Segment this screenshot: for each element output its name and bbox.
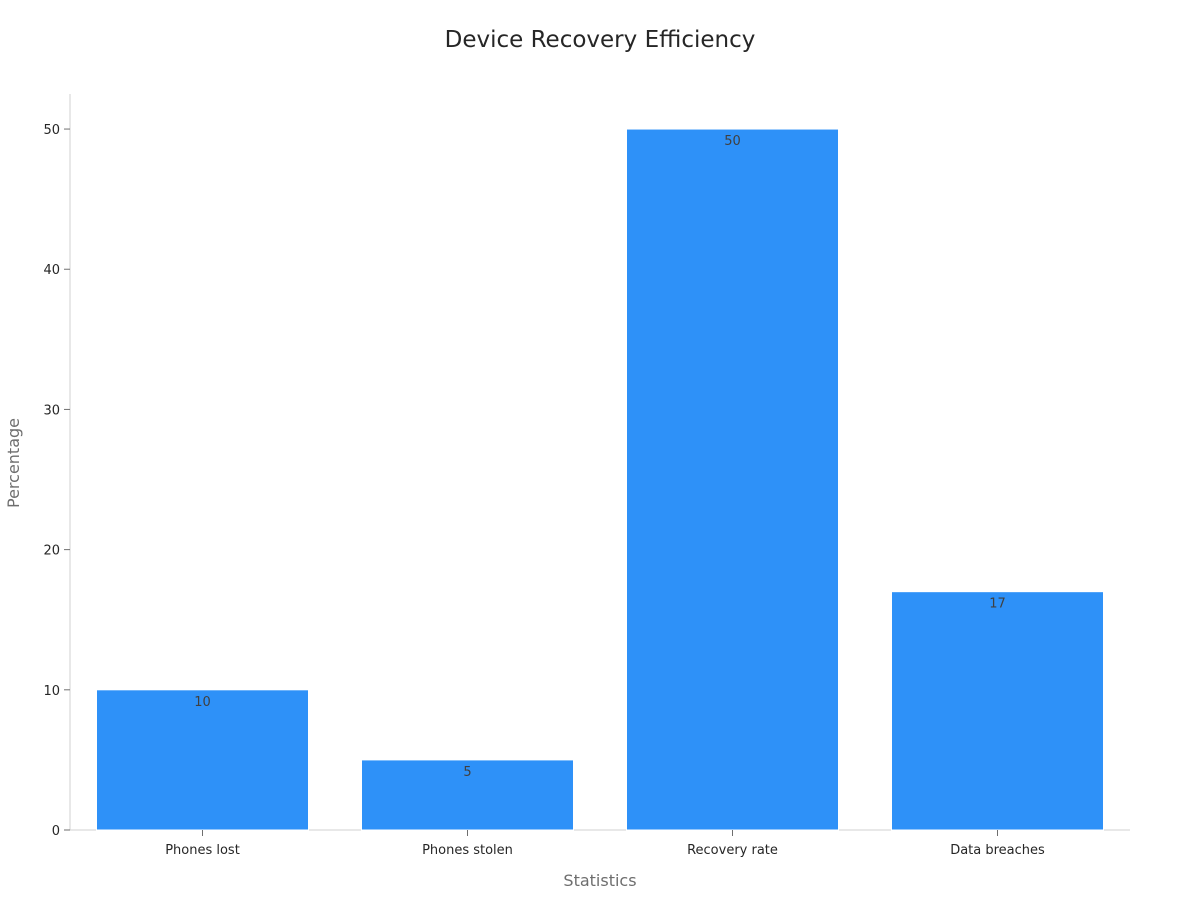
y-tick-label: 20 — [43, 544, 60, 559]
y-tick-label: 10 — [43, 684, 60, 699]
x-tick-label: Data breaches — [950, 843, 1045, 858]
y-axis-title: Percentage — [4, 418, 23, 508]
bar — [891, 591, 1104, 831]
y-tick-label: 0 — [52, 824, 60, 839]
y-tick-label: 30 — [43, 403, 60, 418]
x-tick-label: Recovery rate — [687, 843, 778, 858]
y-tick-label: 40 — [43, 263, 60, 278]
data-label: 5 — [463, 765, 471, 780]
bar — [361, 759, 574, 831]
data-label: 10 — [194, 695, 211, 710]
plot-area: 0 10 20 30 40 50 10 Phones lost 5 Phones stolen 50… — [43, 94, 1130, 858]
data-label: 50 — [724, 134, 741, 149]
chart-title: Device Recovery Efficiency — [445, 27, 756, 53]
bar — [626, 128, 839, 831]
x-axis-title: Statistics — [563, 871, 636, 890]
y-tick-label: 50 — [43, 123, 60, 138]
x-tick-label: Phones lost — [165, 843, 240, 858]
x-tick-label: Phones stolen — [422, 843, 513, 858]
data-label: 17 — [989, 597, 1006, 612]
bar — [96, 689, 309, 831]
